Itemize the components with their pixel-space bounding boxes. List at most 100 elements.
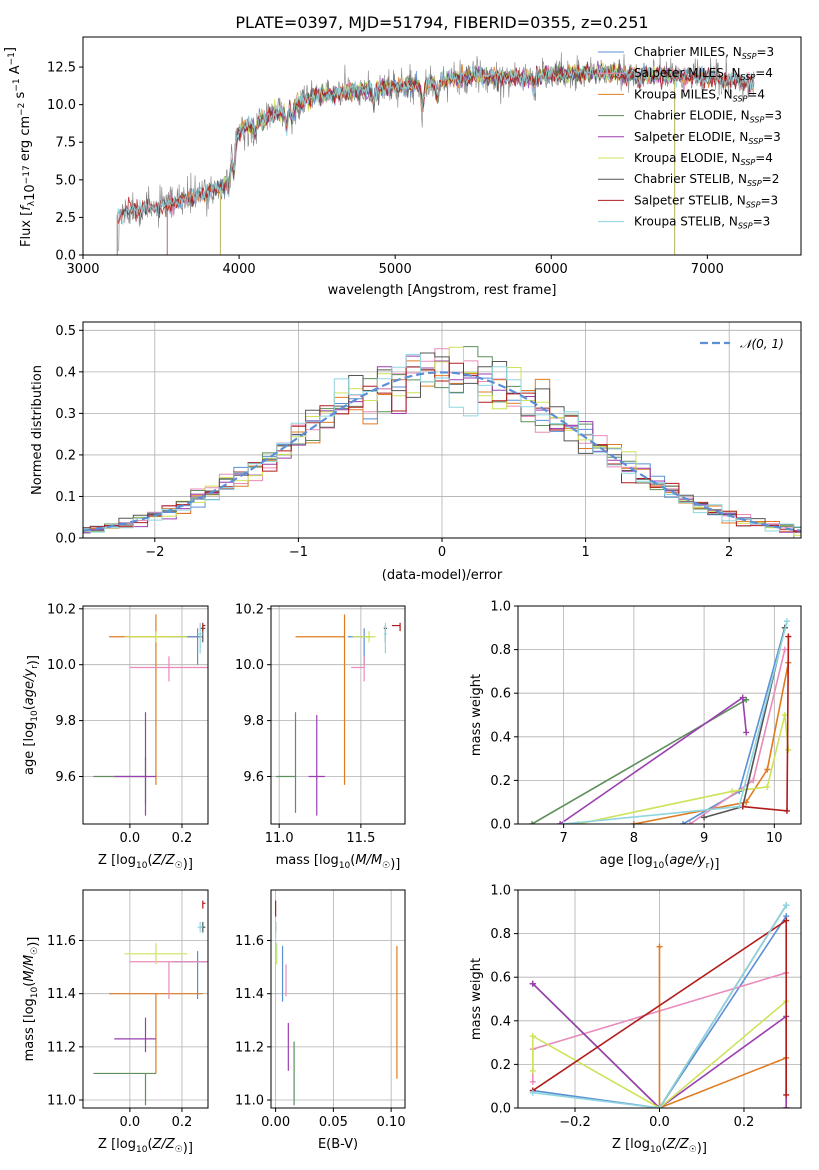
y-tick-label: 10.0: [47, 658, 76, 673]
weight-line: [532, 904, 787, 1108]
chart-title: PLATE=0397, MJD=51794, FIBERID=0355, z=0…: [235, 13, 648, 32]
weight-marker: [781, 712, 788, 718]
y-tick-label: 0.1: [55, 490, 76, 505]
weight-marker: [781, 646, 788, 653]
x-tick-label: 3000: [66, 262, 99, 277]
weight-series-kroupa-stelib: [560, 618, 790, 824]
plot-area: [93, 900, 208, 1106]
weight-marker: [557, 821, 564, 824]
legend: Chabrier MILES, NSSP=3 Salpeter MILES, NS…: [598, 45, 782, 231]
x-tick-label: 1: [581, 545, 589, 560]
panel-5: 0.0 0.2 11.0 11.2 11.4 11.6: [47, 889, 209, 1130]
x-tick-label: 5000: [379, 262, 412, 277]
weight-line: [531, 1000, 787, 1108]
y-tick-label: 0.0: [490, 1102, 511, 1117]
weight-marker: [701, 814, 708, 821]
legend-label-chabrier-miles: Chabrier MILES, NSSP=3: [634, 45, 774, 61]
y-tick-label: 5.0: [55, 173, 76, 188]
x-tick-label: 11.0: [265, 831, 294, 846]
y-tick-label: 0.2: [55, 448, 76, 463]
weight-series-kroupa-miles: [656, 943, 790, 1108]
y-axis-label: Normed distribution: [30, 365, 45, 495]
weight-marker: [529, 821, 536, 824]
y-tick-label: 10.2: [47, 602, 76, 617]
x-tick-label: 0: [438, 545, 446, 560]
weight-marker: [656, 943, 663, 950]
y-tick-label: 9.6: [243, 770, 264, 785]
weight-line: [532, 915, 787, 1108]
weight-marker: [736, 803, 743, 810]
panel-0: 3000 4000 5000 6000 7000 0.0 2.5 5.0 7.5 10.0 12.5: [47, 36, 802, 277]
x-tick-label: 2: [725, 545, 733, 560]
y-tick-label: 10.2: [235, 602, 264, 617]
y-tick-label: 0.3: [55, 407, 76, 422]
errorbar-chabrier-elodie: [275, 712, 297, 813]
y-tick-label: 0.4: [490, 730, 511, 745]
legend-label-salpeter-elodie: Salpeter ELODIE, NSSP=3: [634, 130, 781, 146]
errorbar-salpeter-elodie: [114, 712, 156, 816]
weight-marker: [630, 821, 637, 824]
x-axis-label: E(B-V): [318, 1137, 358, 1152]
x-axis-label: Z [log10(Z/Z☉)]: [612, 1137, 707, 1156]
residual-histogram-salpeter-miles: [83, 348, 801, 533]
residual-histogram-kroupa-elodie: [83, 346, 801, 536]
errorbar-kroupa-elodie: [124, 943, 188, 965]
errorbar-salpeter-miles: [129, 961, 208, 999]
weight-marker: [785, 746, 792, 753]
weight-marker: [739, 694, 746, 701]
y-tick-label: 0.0: [490, 818, 511, 833]
x-tick-label: 8: [630, 831, 638, 846]
legend-label-chabrier-elodie: Chabrier ELODIE, NSSP=3: [634, 109, 782, 125]
errorbar-kroupa-stelib: [197, 622, 203, 654]
errorbar-kroupa-stelib: [197, 921, 203, 933]
weight-marker: [783, 917, 790, 924]
errorbar-chabrier-miles: [171, 951, 208, 999]
x-tick-label: 9: [700, 831, 708, 846]
legend-label-kroupa-elodie: Kroupa ELODIE, NSSP=4: [634, 151, 773, 167]
y-tick-label: 0.6: [490, 971, 511, 986]
axes-frame: [517, 605, 802, 825]
x-tick-label: 0.2: [172, 831, 193, 846]
weight-series-kroupa-miles: [630, 659, 792, 824]
x-tick-label: 0.2: [734, 1115, 755, 1130]
weight-marker: [529, 1033, 536, 1040]
y-tick-label: 2.5: [55, 211, 76, 226]
x-axis-label: Z [log10(Z/Z☉)]: [98, 1137, 193, 1156]
plot-area: [529, 902, 790, 1108]
errorbar-chabrier-elodie: [93, 1072, 156, 1106]
x-tick-label: 0.00: [261, 1115, 290, 1130]
y-axis-label: Flux [fλ10−17 erg cm−2 s−1 A−1]: [3, 47, 38, 247]
y-tick-label: 10.0: [47, 98, 76, 113]
weight-marker: [729, 788, 736, 795]
axes-frame: [270, 889, 406, 1109]
x-tick-label: 7: [560, 831, 568, 846]
y-tick-label: 9.6: [55, 770, 76, 785]
y-axis-label: age [log10(age/yr)]: [22, 655, 41, 775]
weight-marker: [783, 1105, 790, 1108]
errorbar-kroupa-miles: [295, 614, 346, 785]
x-tick-label: −0.2: [559, 1115, 591, 1130]
x-tick-label: 11.5: [346, 831, 375, 846]
panel-6: 0.00 0.05 0.10 11.0 11.2 11.4 11.6: [235, 889, 406, 1130]
y-tick-label: 0.0: [55, 249, 76, 264]
weight-marker: [529, 1078, 536, 1085]
weight-series-salpeter-elodie: [557, 694, 750, 824]
y-tick-label: 11.4: [47, 987, 76, 1002]
weight-marker: [529, 1067, 536, 1074]
residual-histogram-chabrier-stelib: [83, 352, 801, 533]
weight-marker: [764, 766, 771, 773]
x-tick-label: 0.0: [120, 1115, 141, 1130]
axes-frame: [82, 321, 802, 539]
weight-marker: [783, 902, 790, 909]
panel-3: 11.0 11.5 9.6 9.8 10.0 10.2: [235, 602, 406, 846]
x-tick-label: 7000: [691, 262, 724, 277]
x-tick-label: 4000: [223, 262, 256, 277]
axes-frame: [82, 36, 802, 256]
legend-label-salpeter-miles: Salpeter MILES, NSSP=4: [634, 66, 773, 82]
weight-marker: [785, 633, 792, 640]
errorbar-chabrier-miles: [347, 628, 371, 665]
residual-histogram-salpeter-elodie: [83, 355, 801, 534]
y-tick-label: 0.0: [55, 532, 76, 547]
x-tick-label: −1: [289, 545, 308, 560]
